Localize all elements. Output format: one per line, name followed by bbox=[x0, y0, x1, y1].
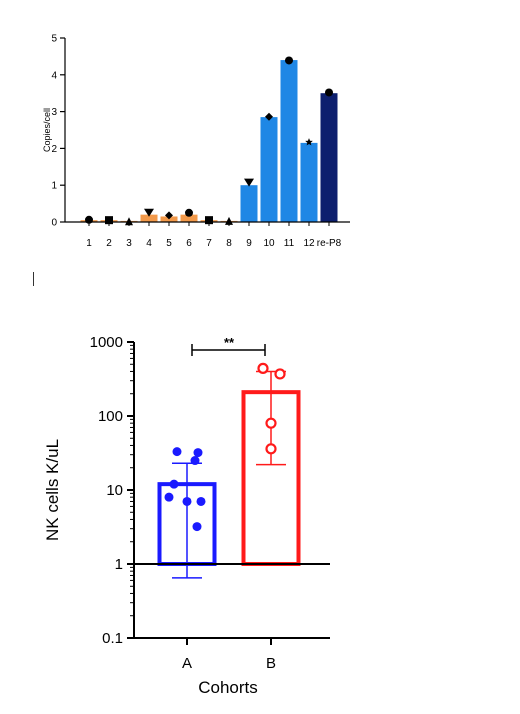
nk-point-A bbox=[164, 492, 174, 502]
nk-y-ticks: 0.1 1 10 100 1000 bbox=[90, 334, 134, 647]
nk-point-A bbox=[190, 456, 200, 466]
copies-marker-2 bbox=[105, 216, 113, 225]
nk-point-A bbox=[172, 447, 182, 457]
nk-point-A bbox=[193, 448, 203, 458]
copies-x-tick-label: 5 bbox=[166, 238, 172, 249]
copies-x-tick-label: 3 bbox=[126, 238, 132, 249]
copies-bar-6 bbox=[180, 214, 198, 222]
nk-y-tick-label: 10 bbox=[106, 482, 123, 499]
nk-bars bbox=[157, 390, 301, 567]
copies-bar-4 bbox=[140, 214, 158, 222]
copies-x-tick-label: 2 bbox=[106, 238, 112, 249]
copies-x-tick-label: 6 bbox=[186, 238, 192, 249]
nk-y-tick-label: 100 bbox=[98, 408, 123, 425]
copies-marker-10 bbox=[265, 112, 273, 121]
copies-markers bbox=[85, 56, 333, 226]
copies-marker-12 bbox=[305, 138, 313, 146]
copies-x-tick-label: 8 bbox=[226, 238, 232, 249]
copies-x-tick-label: 1 bbox=[86, 238, 92, 249]
copies-x-ticks: 1 2 3 4 5 6 7 8 9 10 11 12 re-P8 bbox=[86, 222, 342, 249]
copies-y-tick-label: 4 bbox=[51, 70, 57, 81]
copies-marker-7 bbox=[205, 216, 213, 225]
copies-y-tick-label: 2 bbox=[51, 144, 57, 155]
copies-x-tick-label: 9 bbox=[246, 238, 252, 249]
nk-point-B bbox=[274, 368, 286, 380]
copies-bar-9 bbox=[240, 185, 258, 222]
copies-x-tick-label: 11 bbox=[284, 238, 295, 249]
copies-marker-6 bbox=[185, 208, 193, 217]
nk-point-B bbox=[265, 443, 277, 455]
copies-y-tick-label: 5 bbox=[51, 34, 57, 45]
copies-y-tick-label: 1 bbox=[51, 181, 57, 192]
copies-y-label: Copies/cell bbox=[42, 108, 52, 152]
nk-x-tick-label: B bbox=[266, 655, 276, 672]
nk-y-tick-label: 1000 bbox=[90, 334, 123, 351]
nk-point-A bbox=[169, 479, 179, 489]
copies-bars bbox=[80, 60, 338, 222]
copies-marker-11 bbox=[285, 56, 293, 65]
copies-y-tick-label: 3 bbox=[51, 107, 57, 118]
copies-marker-8 bbox=[225, 216, 233, 225]
copies-x-tick-label: 10 bbox=[263, 238, 275, 249]
nk-y-tick-label: 0.1 bbox=[102, 630, 123, 647]
nk-point-A bbox=[192, 522, 202, 532]
copies-x-tick-label: 7 bbox=[206, 238, 212, 249]
text-cursor-marker bbox=[33, 272, 34, 286]
copies-bar-10 bbox=[260, 117, 278, 222]
nk-points bbox=[164, 362, 286, 532]
nk-point-B bbox=[257, 362, 269, 374]
nk-point-B bbox=[265, 417, 277, 429]
copies-x-tick-label: 4 bbox=[146, 238, 152, 249]
significance-label: ** bbox=[224, 335, 235, 350]
copies-marker-5 bbox=[165, 211, 173, 220]
nk-point-A bbox=[182, 496, 192, 506]
copies-bar-12 bbox=[300, 142, 318, 222]
copies-bar-11 bbox=[280, 60, 298, 222]
nk-point-A bbox=[196, 496, 206, 506]
significance-bracket: ** bbox=[191, 335, 266, 356]
copies-marker-3 bbox=[125, 217, 133, 226]
copies-marker-4 bbox=[144, 208, 154, 217]
nk-y-tick-label: 1 bbox=[115, 556, 123, 573]
nk-x-label: Cohorts bbox=[198, 678, 258, 697]
nk-error-bars bbox=[172, 370, 286, 579]
nk-y-label: NK cells K/uL bbox=[43, 439, 62, 541]
copies-y-tick-label: 0 bbox=[51, 218, 57, 229]
copies-x-tick-label: re-P8 bbox=[317, 238, 342, 249]
copies-y-ticks: 0 1 2 3 4 5 bbox=[51, 34, 65, 229]
copies-bar-re-P8 bbox=[320, 93, 338, 222]
nk-x-tick-label: A bbox=[182, 655, 192, 672]
copies-marker-9 bbox=[244, 178, 254, 187]
copies-x-tick-label: 12 bbox=[303, 238, 315, 249]
copies-marker-re-P8 bbox=[325, 88, 333, 97]
